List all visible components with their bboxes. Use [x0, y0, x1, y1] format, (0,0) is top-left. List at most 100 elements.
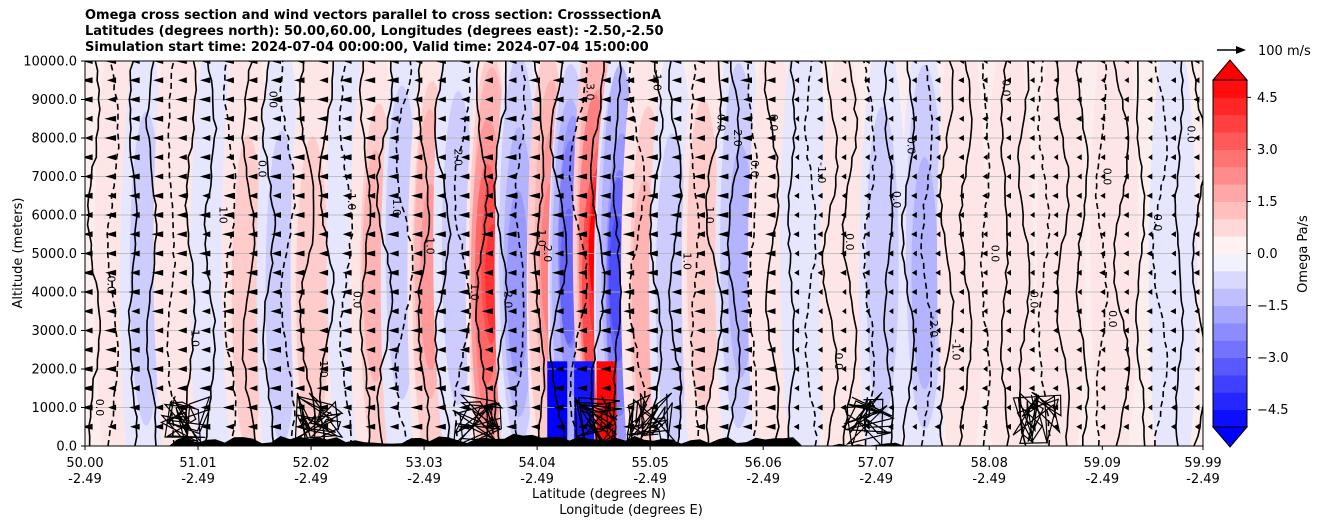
wind-vector: [864, 385, 870, 392]
wind-vector: [224, 173, 234, 180]
wind-vector: [1194, 423, 1200, 430]
wind-vector: [85, 96, 93, 103]
wind-vector: [199, 173, 211, 180]
wind-vector: [649, 308, 658, 315]
omega-contour-line: [1017, 61, 1031, 446]
wind-vector: [484, 61, 493, 64]
wind-vector: [1171, 404, 1176, 411]
wind-vector: [483, 269, 493, 276]
colorbar-segment: [1213, 270, 1247, 289]
wind-vector: [646, 327, 658, 334]
wind-vector: [293, 250, 305, 257]
y-tick-label: 0.0: [56, 440, 77, 455]
wind-vector: [340, 77, 352, 84]
wind-vector: [271, 231, 281, 238]
wind-vector: [318, 173, 329, 180]
wind-vector: [888, 192, 894, 199]
wind-vector: [817, 385, 823, 392]
wind-vector: [294, 77, 305, 84]
wind-vector: [601, 96, 611, 103]
wind-vector: [317, 404, 329, 411]
wind-vector: [1076, 154, 1082, 161]
wind-vector: [743, 96, 752, 103]
wind-vector: [554, 192, 564, 199]
wind-vector: [366, 327, 376, 334]
wind-vector: [339, 366, 352, 372]
wind-vector: [107, 385, 117, 392]
wind-vector: [600, 366, 611, 372]
wind-vector: [128, 289, 140, 295]
wind-vector: [599, 250, 611, 257]
wind-vector: [128, 135, 140, 141]
wind-vector: [1076, 61, 1082, 64]
wind-vector: [766, 308, 776, 315]
x-tick-label-longitude: -2.49: [972, 472, 1006, 487]
wind-vector: [249, 385, 258, 392]
wind-vector: [154, 404, 164, 411]
wind-vector: [246, 366, 258, 372]
wind-vector: [912, 308, 917, 315]
wind-vector: [245, 96, 258, 103]
wind-vector: [1148, 154, 1153, 161]
wind-vector: [646, 154, 658, 161]
wind-vector: [1194, 115, 1200, 122]
wind-vector: [1123, 96, 1129, 103]
wind-vector: [741, 61, 752, 64]
contour-label: 3.0: [583, 83, 596, 101]
wind-vector: [177, 192, 187, 199]
omega-contour-line: [166, 61, 177, 446]
wind-vector: [553, 385, 564, 392]
wind-vector: [410, 269, 423, 276]
wind-vector: [958, 346, 964, 353]
wind-vector: [1148, 327, 1153, 334]
wind-vector: [484, 96, 493, 103]
wind-vector: [387, 96, 399, 103]
wind-vector: [390, 115, 399, 122]
wind-vector: [717, 346, 729, 353]
quiver-key-label: 100 m/s: [1258, 44, 1311, 59]
contour-label: 0.0: [767, 114, 780, 132]
wind-vector: [200, 77, 211, 84]
wind-vector: [484, 385, 493, 392]
wind-vector: [269, 385, 281, 392]
wind-vector: [958, 212, 964, 218]
wind-vector: [1171, 115, 1176, 122]
wind-vector: [742, 404, 752, 411]
wind-vector: [694, 289, 705, 295]
wind-vector: [318, 366, 329, 372]
wind-vector: [577, 115, 588, 122]
contour-label: 0.0: [256, 160, 269, 178]
wind-vector: [530, 115, 540, 122]
wind-vector: [1005, 192, 1011, 199]
wind-vector: [766, 269, 776, 276]
wind-vector: [1100, 289, 1106, 295]
y-axis-label: Altitude (meters): [11, 198, 26, 309]
wind-vector: [1194, 346, 1200, 353]
wind-vector: [222, 212, 234, 218]
wind-vector: [911, 212, 917, 218]
wind-vector: [225, 423, 234, 430]
wind-vector: [460, 135, 470, 141]
wind-vector: [1100, 404, 1106, 411]
wind-vector: [623, 423, 635, 430]
wind-vector: [176, 385, 187, 392]
wind-vector: [130, 250, 140, 257]
terrain-profile: [85, 433, 1203, 446]
wind-vector: [484, 77, 493, 84]
wind-vector: [695, 61, 705, 64]
x-tick-label-longitude: -2.49: [520, 472, 554, 487]
wind-vector: [531, 327, 540, 334]
wind-vector: [386, 77, 399, 84]
wind-vector: [1052, 289, 1059, 295]
wind-vector: [483, 212, 493, 218]
wind-vector: [1146, 346, 1153, 353]
wind-vector: [864, 61, 870, 64]
wind-vector: [221, 231, 234, 238]
wind-vector: [794, 308, 800, 315]
wind-vector: [696, 327, 705, 334]
wind-vector: [599, 154, 611, 161]
wind-vector: [153, 346, 164, 353]
wind-vector: [840, 327, 847, 334]
wind-vector: [720, 61, 729, 64]
wind-vector: [316, 115, 329, 122]
